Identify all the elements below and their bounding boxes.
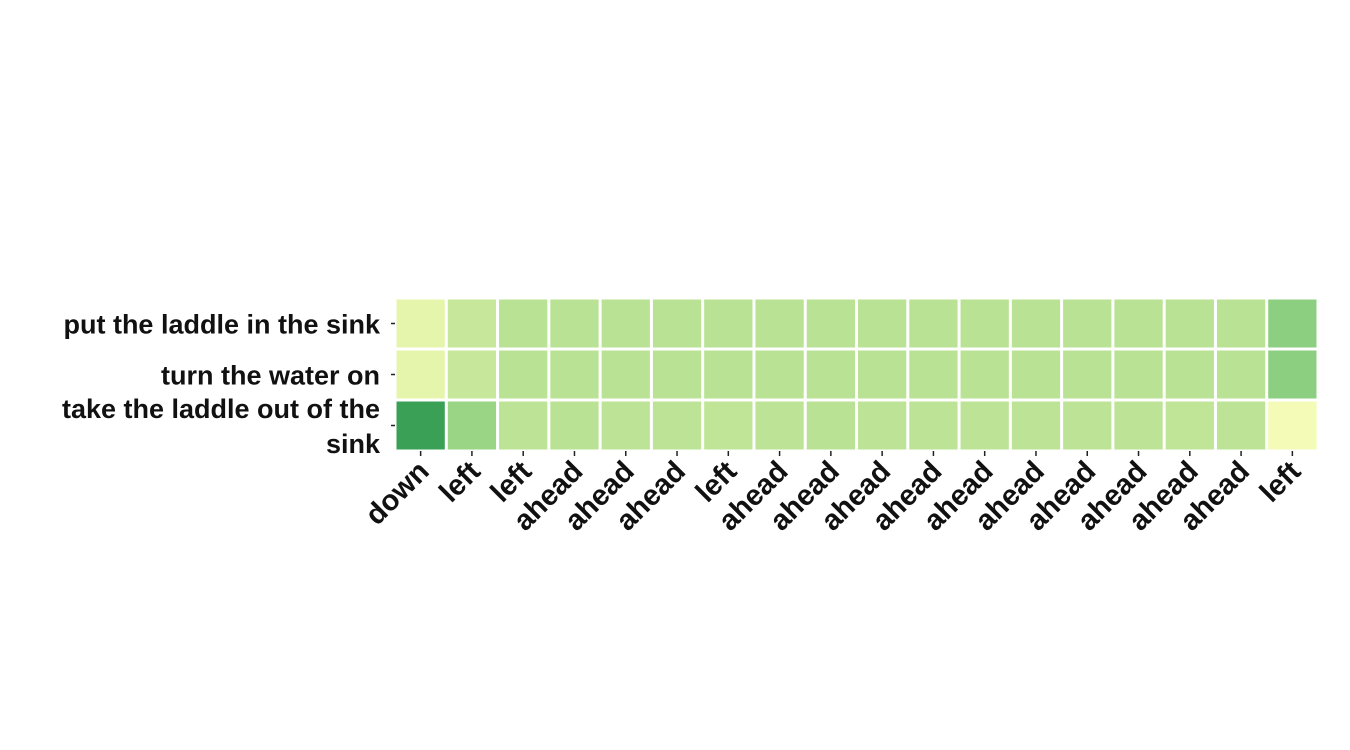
heatmap-cell	[960, 401, 1009, 450]
heatmap-cell	[1216, 401, 1266, 450]
heatmap-cell	[704, 350, 753, 399]
heatmap-cell	[806, 350, 855, 399]
heatmap-cell	[755, 401, 804, 450]
heatmap-cell	[1114, 299, 1163, 348]
heatmap-cell	[447, 299, 497, 348]
heatmap-cell	[858, 401, 907, 450]
heatmap-cell	[550, 299, 599, 348]
heatmap-cell	[396, 401, 445, 450]
heatmap-cell	[1165, 350, 1214, 399]
heatmap-cell	[960, 299, 1009, 348]
heatmap-cell	[1114, 350, 1163, 399]
heatmap-cell	[499, 350, 548, 399]
heatmap-cell	[755, 350, 804, 399]
heatmap-cell	[1011, 299, 1061, 348]
heatmap-cell	[601, 350, 650, 399]
heatmap-cell	[396, 350, 445, 399]
heatmap-cell	[550, 350, 599, 399]
y-tick-label: turn the water on	[161, 361, 380, 391]
heatmap-cell	[1165, 401, 1214, 450]
heatmap-cell	[755, 299, 804, 348]
heatmap-cell	[806, 299, 855, 348]
x-tick-label: left	[433, 455, 487, 509]
heatmap-cell	[1114, 401, 1163, 450]
heatmap-cell	[550, 401, 599, 450]
heatmap-cell	[1216, 350, 1266, 399]
heatmap-cell	[601, 299, 650, 348]
heatmap-cell	[909, 350, 958, 399]
heatmap-cell	[601, 401, 650, 450]
heatmap-cell	[1063, 350, 1112, 399]
heatmap-cell	[396, 299, 445, 348]
y-tick-label: take the laddle out of the	[62, 394, 380, 424]
heatmap-cell	[806, 401, 855, 450]
heatmap-cell	[909, 401, 958, 450]
heatmap-cell	[1063, 299, 1112, 348]
heatmap-cell	[652, 401, 702, 450]
y-tick-label: put the laddle in the sink	[63, 310, 381, 340]
heatmap-cells	[396, 299, 1317, 450]
heatmap-cell	[704, 299, 753, 348]
heatmap-cell	[858, 350, 907, 399]
heatmap-cell	[652, 350, 702, 399]
heatmap-cell	[499, 401, 548, 450]
x-axis: downleftleftaheadaheadaheadleftaheadahea…	[359, 451, 1308, 537]
heatmap-cell	[1268, 350, 1317, 399]
heatmap-cell	[652, 299, 702, 348]
heatmap-cell	[1063, 401, 1112, 450]
heatmap-cell	[1011, 350, 1061, 399]
heatmap-cell	[1165, 299, 1214, 348]
heatmap-cell	[960, 350, 1009, 399]
heatmap-cell	[909, 299, 958, 348]
heatmap-cell	[447, 350, 497, 399]
heatmap-cell	[447, 401, 497, 450]
y-tick-label: sink	[326, 429, 381, 459]
heatmap-cell	[1216, 299, 1266, 348]
x-tick-label: left	[1254, 455, 1308, 509]
heatmap-cell	[1268, 299, 1317, 348]
heatmap-cell	[1268, 401, 1317, 450]
heatmap-cell	[1011, 401, 1061, 450]
x-tick-label: down	[359, 455, 435, 531]
heatmap-cell	[704, 401, 753, 450]
heatmap-cell	[499, 299, 548, 348]
y-axis: put the laddle in the sink turn the water…	[62, 310, 395, 459]
heatmap-cell	[858, 299, 907, 348]
